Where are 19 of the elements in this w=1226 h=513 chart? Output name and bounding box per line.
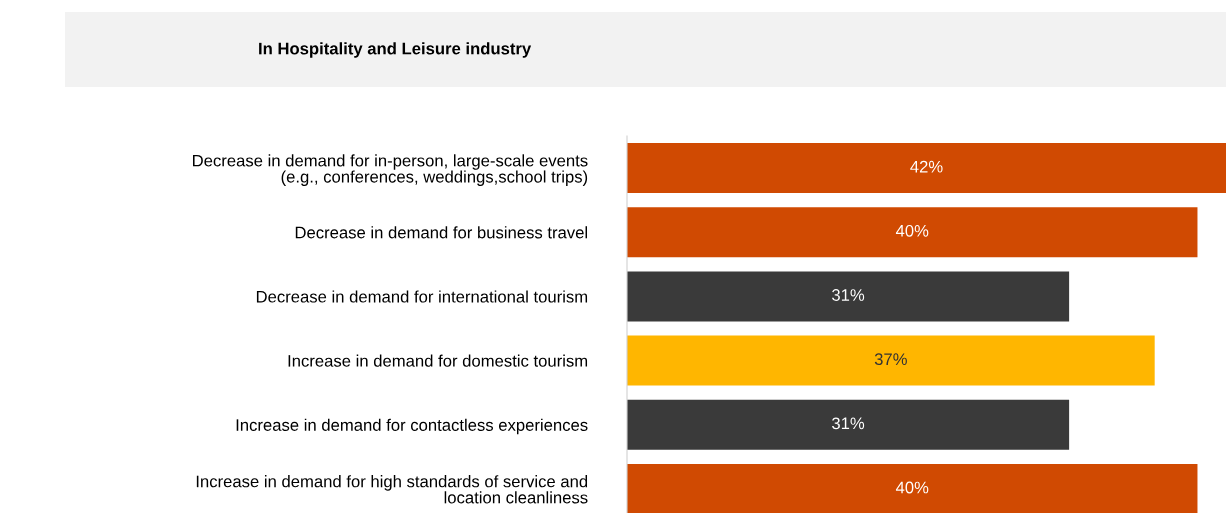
data-label: 31%	[832, 289, 865, 301]
data-label: 37%	[874, 353, 907, 366]
y-tick-label: Decrease in demand for international tourism	[256, 290, 588, 303]
data-label: 42%	[910, 160, 943, 173]
text: In Hospitality and Leisure industry	[259, 42, 532, 58]
bar	[627, 207, 1198, 258]
y-tick-label: Increase in demand for high standards of service and location cleanliness	[196, 475, 588, 504]
data-label: 40%	[895, 224, 929, 237]
data-label: 40%	[895, 481, 929, 494]
y-tick-label: Increase in demand for domestic tourism	[288, 354, 588, 367]
bar	[627, 271, 1070, 322]
y-tick-label: Decrease in demand for in-person, large-scale events (e.g., conferences, weddings,school trips)	[193, 154, 588, 186]
bar	[627, 143, 1226, 194]
bar	[627, 463, 1198, 513]
data-label: 31%	[832, 417, 865, 430]
y-tick-label: Increase in demand for contactless experiences	[236, 418, 588, 435]
bar	[627, 399, 1070, 450]
bar	[627, 335, 1155, 386]
y-tick-label: Decrease in demand for business travel	[295, 226, 588, 239]
